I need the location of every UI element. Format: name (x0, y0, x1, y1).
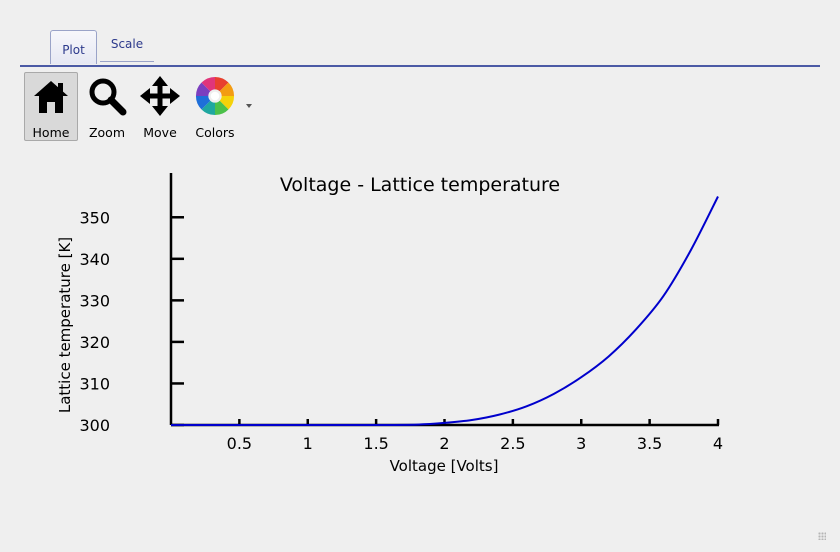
y-tick-label: 320 (79, 333, 110, 352)
home-button[interactable]: Home (24, 72, 78, 141)
voltage-temperature-line (170, 196, 719, 427)
y-tick-label: 350 (79, 208, 110, 227)
x-tick-label: 1 (303, 434, 313, 453)
x-tick-label: 2 (439, 434, 449, 453)
colors-label: Colors (195, 125, 235, 140)
move-button[interactable]: Move (133, 72, 187, 141)
move-label: Move (143, 125, 177, 140)
tab-bar: Plot Scale (20, 0, 820, 67)
tab-divider (20, 65, 820, 67)
zoom-button[interactable]: Zoom (80, 72, 134, 141)
colors-dropdown-arrow[interactable] (246, 104, 252, 108)
x-tick-label: 3 (576, 434, 586, 453)
chart-title: Voltage - Lattice temperature (280, 174, 560, 196)
colors-button[interactable]: Colors (188, 72, 242, 141)
home-icon (31, 77, 71, 116)
move-arrows-icon (140, 76, 180, 116)
resize-grip[interactable] (818, 532, 826, 540)
y-tick-label: 330 (79, 291, 110, 310)
color-wheel-icon (195, 76, 235, 116)
y-axis-label: Lattice temperature [K] (56, 237, 74, 413)
y-tick-label: 310 (79, 374, 110, 393)
tab-plot[interactable]: Plot (50, 30, 97, 64)
y-tick-label: 300 (79, 416, 110, 435)
x-tick-label: 1.5 (363, 434, 388, 453)
x-axis-label: Voltage [Volts] (390, 457, 499, 475)
x-tick-label: 3.5 (637, 434, 662, 453)
magnifier-icon (87, 76, 127, 116)
y-tick-label: 340 (79, 250, 110, 269)
x-tick-label: 2.5 (500, 434, 525, 453)
x-tick-label: 0.5 (227, 434, 252, 453)
home-label: Home (32, 125, 70, 140)
chart[interactable]: Voltage - Lattice temperature 3003103203… (0, 150, 840, 490)
y-axis: 300 310 320 330 340 350 (79, 173, 184, 435)
zoom-label: Zoom (88, 125, 126, 140)
tab-scale[interactable]: Scale (100, 30, 154, 64)
x-tick-label: 4 (713, 434, 723, 453)
